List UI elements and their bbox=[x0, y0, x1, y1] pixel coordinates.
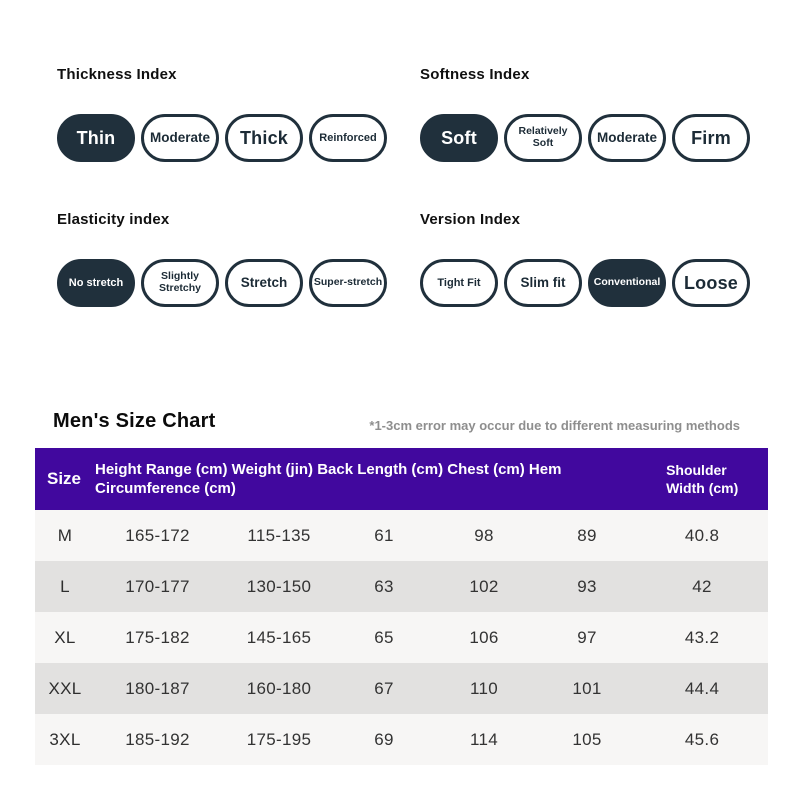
mens-size-chart: Men's Size Chart *1-3cm error may occur … bbox=[35, 410, 769, 765]
cell-back-length: 61 bbox=[374, 525, 394, 545]
pill-conventional[interactable]: Conventional bbox=[588, 259, 666, 307]
cell-chest: 110 bbox=[469, 678, 498, 698]
cell-weight: 160-180 bbox=[246, 678, 312, 698]
cell-size: XXL bbox=[48, 678, 82, 698]
cell-size: 3XL bbox=[49, 729, 81, 749]
pill-soft[interactable]: Soft bbox=[420, 114, 498, 162]
cell-height: 180-187 bbox=[125, 678, 190, 698]
pill-tight-fit[interactable]: Tight Fit bbox=[420, 259, 498, 307]
pill-group-version: Tight Fit Slim fit Conventional Loose bbox=[420, 259, 783, 307]
section-softness-index: Softness Index Soft Relatively Soft Modera… bbox=[420, 66, 783, 162]
cell-hem: 97 bbox=[577, 627, 597, 647]
pill-slightly-stretchy[interactable]: Slightly Stretchy bbox=[141, 259, 219, 307]
pill-firm[interactable]: Firm bbox=[672, 114, 750, 162]
pill-moderate[interactable]: Moderate bbox=[588, 114, 666, 162]
size-table-head: Size Height Range (cm) Weight (jin) Back… bbox=[35, 448, 769, 510]
pill-group-thickness: Thin Moderate Thick Reinforced bbox=[57, 114, 420, 162]
cell-height: 175-182 bbox=[125, 627, 190, 647]
size-chart-title: Men's Size Chart bbox=[53, 410, 216, 432]
section-title-version: Version Index bbox=[420, 211, 521, 228]
size-row-l: L 170-177 130-150 63 102 93 42 bbox=[35, 561, 769, 612]
cell-height: 170-177 bbox=[125, 576, 190, 596]
cell-hem: 89 bbox=[577, 525, 597, 545]
cell-hem: 93 bbox=[577, 576, 597, 596]
pill-group-elasticity: No stretch Slightly Stretchy Stretch Super-… bbox=[57, 259, 420, 307]
size-row-xxl: XXL 180-187 160-180 67 110 101 44.4 bbox=[35, 663, 769, 714]
pill-thick[interactable]: Thick bbox=[225, 114, 303, 162]
cell-shoulder: 45.6 bbox=[684, 729, 720, 749]
cell-height: 185-192 bbox=[125, 729, 190, 749]
section-title-elasticity: Elasticity index bbox=[57, 211, 170, 228]
pill-no-stretch[interactable]: No stretch bbox=[57, 259, 135, 307]
cell-back-length: 69 bbox=[374, 729, 394, 749]
cell-shoulder: 44.4 bbox=[684, 678, 720, 698]
pill-group-softness: Soft Relatively Soft Moderate Firm bbox=[420, 114, 783, 162]
cell-shoulder: 43.2 bbox=[684, 627, 720, 647]
cell-size: M bbox=[57, 525, 73, 545]
size-chart-header-row: Men's Size Chart *1-3cm error may occur … bbox=[35, 410, 768, 433]
pill-stretch[interactable]: Stretch bbox=[225, 259, 303, 307]
size-chart-table: Size Height Range (cm) Weight (jin) Back… bbox=[35, 448, 769, 765]
pill-loose[interactable]: Loose bbox=[672, 259, 750, 307]
cell-size: L bbox=[60, 576, 70, 596]
section-thickness-index: Thickness Index Thin Moderate Thick Reinfor… bbox=[57, 66, 420, 162]
pill-super-stretch[interactable]: Super-stretch bbox=[309, 259, 387, 307]
section-version-index: Version Index Tight Fit Slim fit Conventio… bbox=[420, 211, 783, 307]
pill-relatively-soft[interactable]: Relatively Soft bbox=[504, 114, 582, 162]
cell-back-length: 63 bbox=[374, 576, 394, 596]
size-row-m: M 165-172 115-135 61 98 89 40.8 bbox=[35, 510, 769, 561]
cell-size: XL bbox=[54, 627, 76, 647]
cell-height: 165-172 bbox=[125, 525, 190, 545]
header-size: Size bbox=[35, 448, 95, 510]
pill-reinforced[interactable]: Reinforced bbox=[309, 114, 387, 162]
cell-hem: 105 bbox=[572, 729, 602, 749]
size-row-3xl: 3XL 185-192 175-195 69 114 105 45.6 bbox=[35, 714, 769, 765]
cell-hem: 101 bbox=[572, 678, 602, 698]
cell-weight: 145-165 bbox=[246, 627, 312, 647]
section-title-thickness: Thickness Index bbox=[57, 66, 177, 83]
index-sections: Thickness Index Thin Moderate Thick Reinfor… bbox=[0, 0, 800, 307]
pill-slim-fit[interactable]: Slim fit bbox=[504, 259, 582, 307]
cell-back-length: 65 bbox=[374, 627, 394, 647]
size-row-xl: XL 175-182 145-165 65 106 97 43.2 bbox=[35, 612, 769, 663]
cell-chest: 106 bbox=[469, 627, 499, 647]
cell-shoulder: 40.8 bbox=[684, 525, 720, 545]
cell-chest: 102 bbox=[469, 576, 499, 596]
measuring-error-note: *1-3cm error may occur due to different … bbox=[369, 418, 740, 433]
section-elasticity-index: Elasticity index No stretch Slightly Stre… bbox=[57, 211, 420, 307]
cell-shoulder: 42 bbox=[692, 576, 712, 596]
section-title-softness: Softness Index bbox=[420, 66, 530, 83]
header-measurements: Height Range (cm) Weight (jin) Back Leng… bbox=[95, 448, 637, 510]
cell-chest: 98 bbox=[474, 525, 494, 545]
pill-thin[interactable]: Thin bbox=[57, 114, 135, 162]
cell-weight: 130-150 bbox=[246, 576, 312, 596]
pill-moderate[interactable]: Moderate bbox=[141, 114, 219, 162]
cell-chest: 114 bbox=[469, 729, 498, 749]
header-shoulder-width: Shoulder Width (cm) bbox=[636, 448, 769, 510]
cell-weight: 115-135 bbox=[247, 525, 311, 545]
cell-weight: 175-195 bbox=[246, 729, 312, 749]
cell-back-length: 67 bbox=[374, 678, 394, 698]
size-table-body: M 165-172 115-135 61 98 89 40.8 L 170-177 130-150… bbox=[35, 510, 769, 765]
